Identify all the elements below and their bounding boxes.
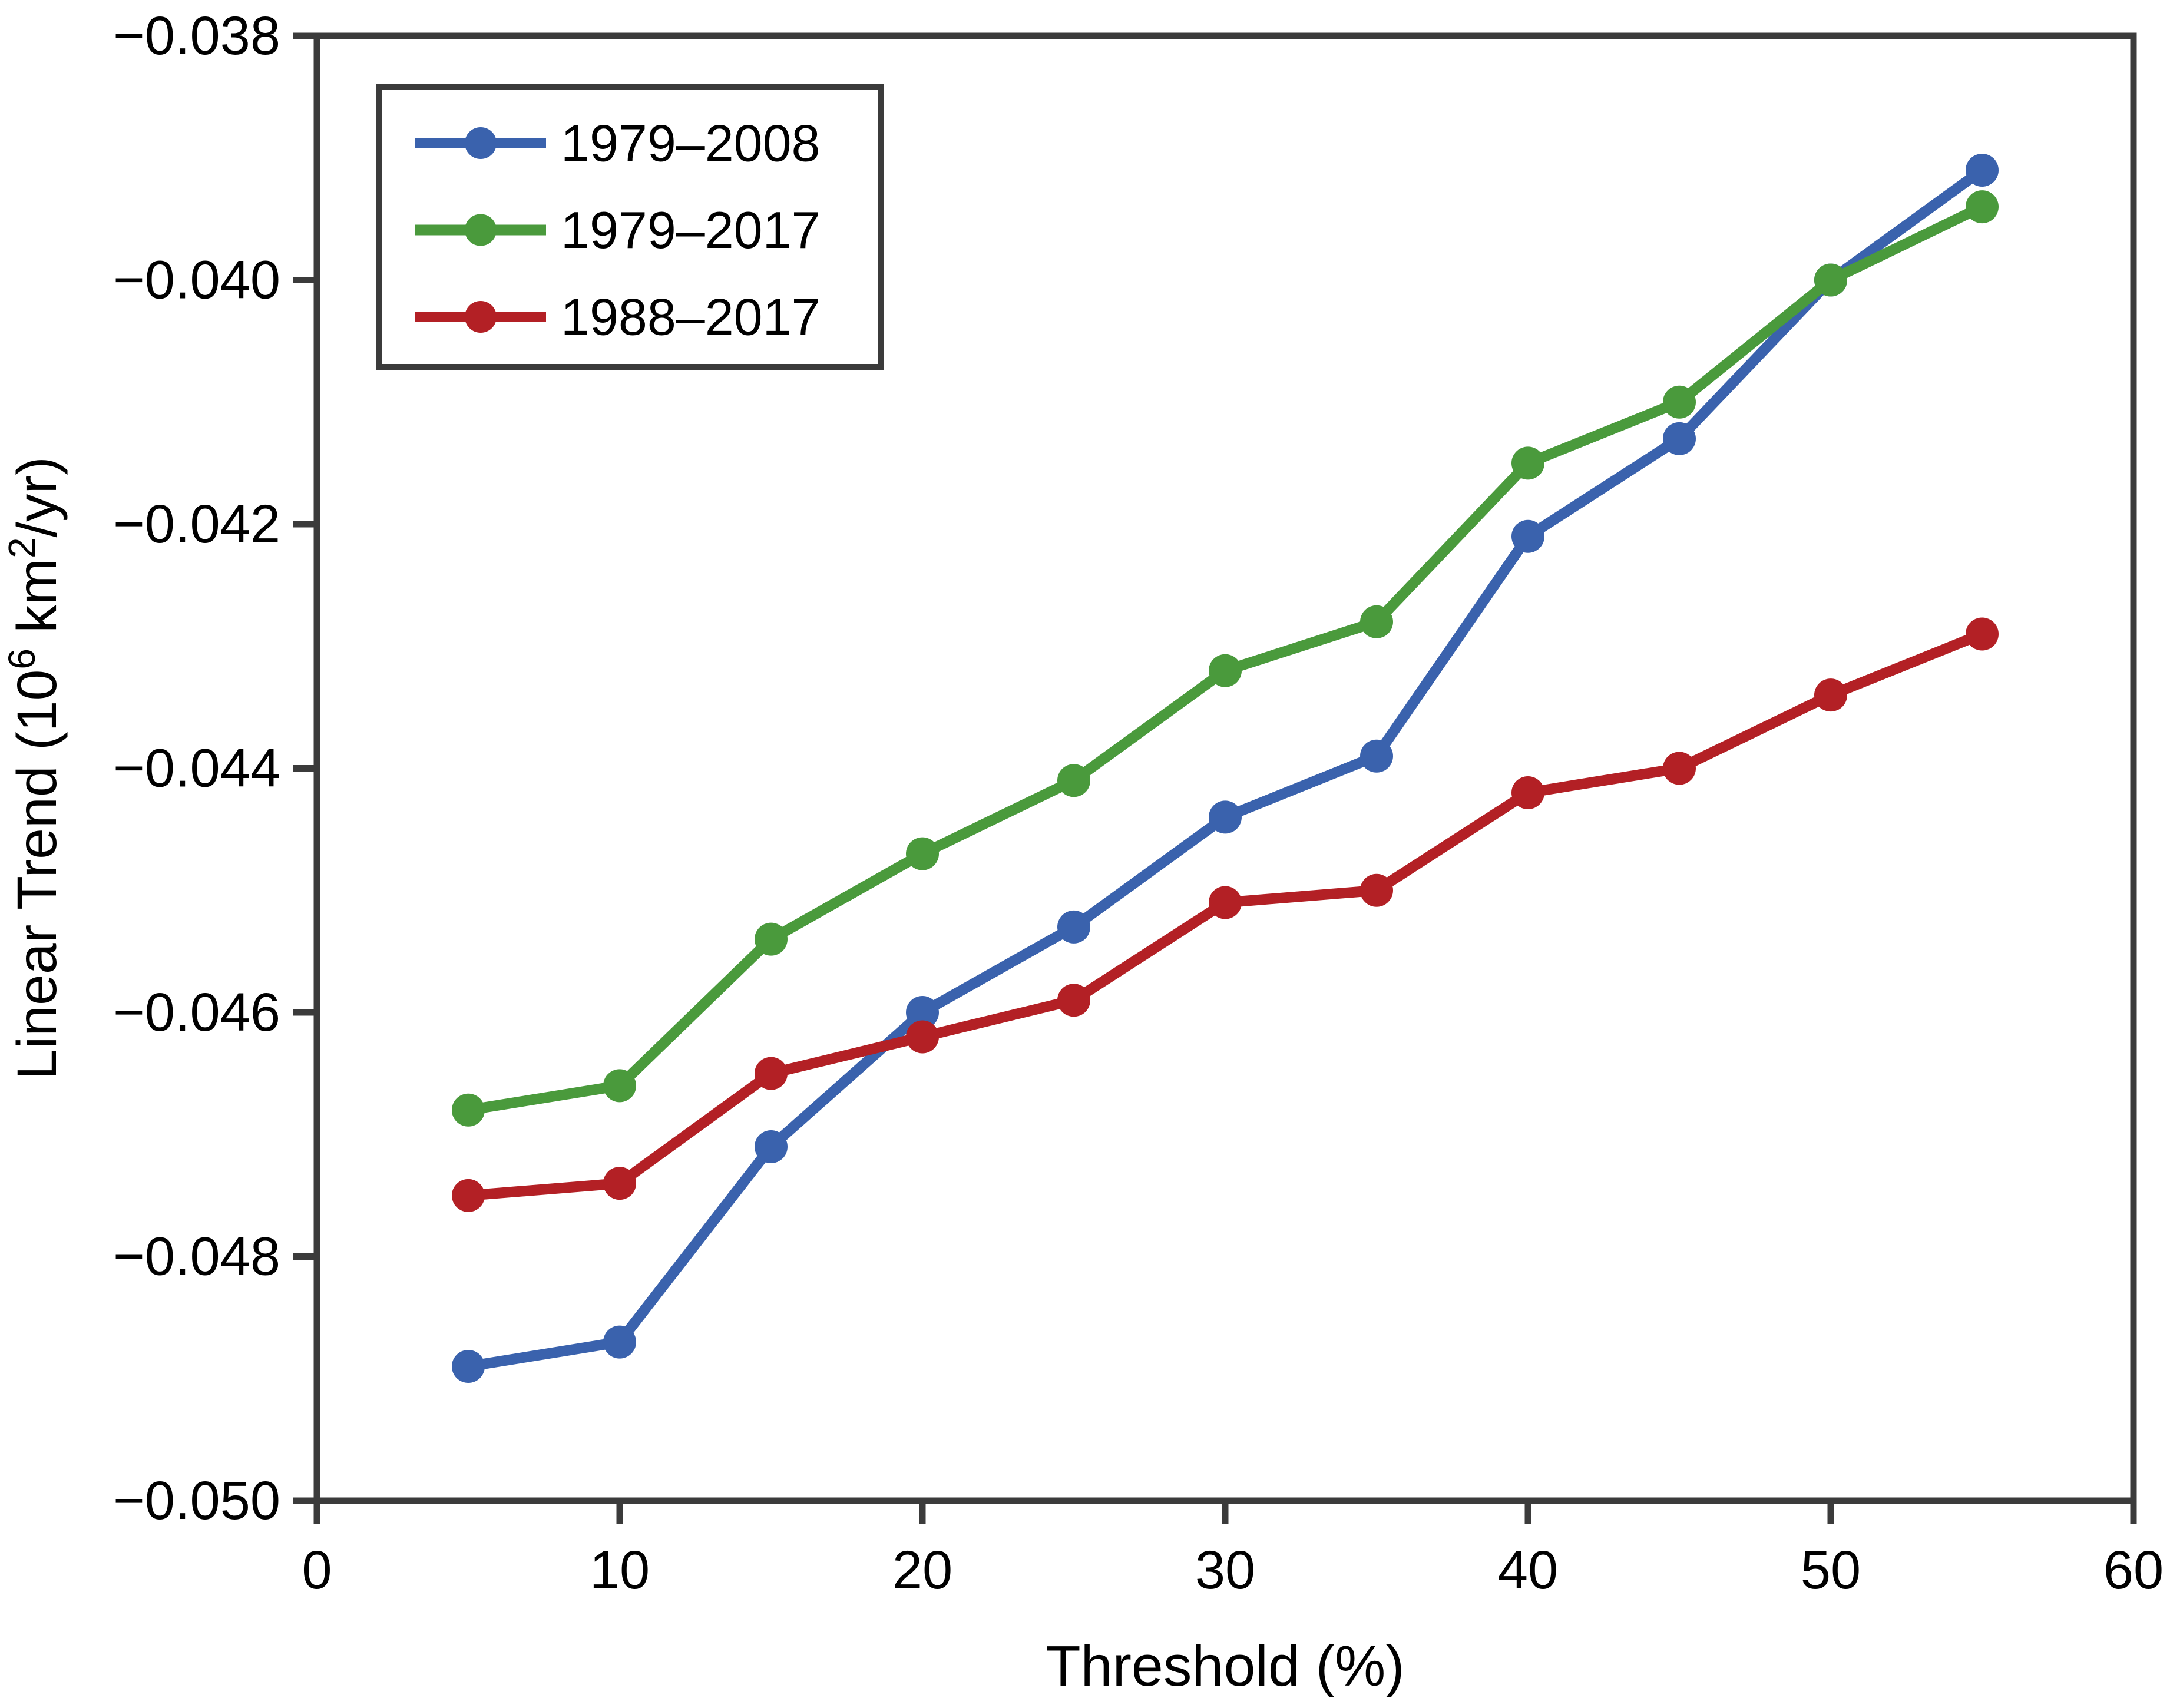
y-tick-label: −0.048 xyxy=(113,1227,280,1287)
data-point xyxy=(603,1069,636,1103)
x-tick-label: 60 xyxy=(2103,1540,2164,1600)
data-point xyxy=(755,1130,788,1163)
data-point xyxy=(755,922,788,956)
y-axis-title: Linear Trend (106 km2/yr) xyxy=(1,456,68,1080)
data-point xyxy=(1966,190,1999,224)
legend-marker xyxy=(465,301,497,333)
data-point xyxy=(452,1179,485,1212)
legend: 1979–2008 1979–2017 1988–2017 xyxy=(376,84,884,370)
x-tick-label: 20 xyxy=(892,1540,952,1600)
legend-marker xyxy=(465,214,497,246)
data-point xyxy=(452,1093,485,1127)
data-point xyxy=(1209,654,1242,687)
legend-item-2: 1988–2017 xyxy=(415,288,820,346)
x-axis-title: Threshold (%) xyxy=(1046,1634,1404,1698)
svg-text:Linear Trend (106 km2/yr): Linear Trend (106 km2/yr) xyxy=(1,456,68,1080)
y-tick-label: −0.050 xyxy=(113,1471,280,1531)
legend-label: 1988–2017 xyxy=(561,288,820,346)
data-point xyxy=(1814,678,1847,712)
data-point xyxy=(1663,422,1696,455)
data-point xyxy=(906,837,939,870)
data-point xyxy=(603,1167,636,1200)
legend-label: 1979–2008 xyxy=(561,114,820,173)
data-point xyxy=(452,1350,485,1383)
series-1988-2017 xyxy=(452,617,1999,1212)
x-tick-label: 10 xyxy=(590,1540,650,1600)
y-tick-label: −0.042 xyxy=(113,494,280,554)
data-point xyxy=(906,1020,939,1054)
y-tick-label: −0.040 xyxy=(113,250,280,310)
data-point xyxy=(1057,910,1090,944)
y-axis: −0.038 −0.040 −0.042 −0.044 −0.046 −0.048 −0.0… xyxy=(113,6,317,1531)
x-tick-label: 40 xyxy=(1498,1540,1558,1600)
data-point xyxy=(1360,739,1393,773)
x-axis: 0 10 20 30 40 50 60 xyxy=(302,1501,2164,1600)
data-point xyxy=(1209,800,1242,834)
data-point xyxy=(603,1325,636,1359)
data-point xyxy=(755,1057,788,1090)
legend-label: 1979–2017 xyxy=(561,201,820,259)
legend-item-0: 1979–2008 xyxy=(415,114,820,173)
data-point xyxy=(1511,446,1544,480)
data-point xyxy=(1814,263,1847,297)
x-tick-label: 50 xyxy=(1801,1540,1861,1600)
legend-marker xyxy=(465,127,497,159)
y-tick-label: −0.044 xyxy=(113,739,280,799)
data-point xyxy=(1057,764,1090,797)
legend-item-1: 1979–2017 xyxy=(415,201,820,259)
y-tick-label: −0.046 xyxy=(113,982,280,1042)
x-tick-label: 30 xyxy=(1195,1540,1255,1600)
data-point xyxy=(1360,605,1393,638)
data-point xyxy=(1511,519,1544,553)
data-point xyxy=(1663,752,1696,785)
data-point xyxy=(1360,873,1393,907)
data-point xyxy=(1966,617,1999,651)
data-point xyxy=(1057,984,1090,1017)
series-1979-2017 xyxy=(452,190,1999,1127)
y-tick-label: −0.038 xyxy=(113,6,280,66)
data-point xyxy=(1966,153,1999,187)
data-point xyxy=(906,996,939,1029)
data-point xyxy=(1511,776,1544,809)
data-point xyxy=(1209,886,1242,919)
data-point xyxy=(1663,385,1696,419)
x-tick-label: 0 xyxy=(302,1540,332,1600)
